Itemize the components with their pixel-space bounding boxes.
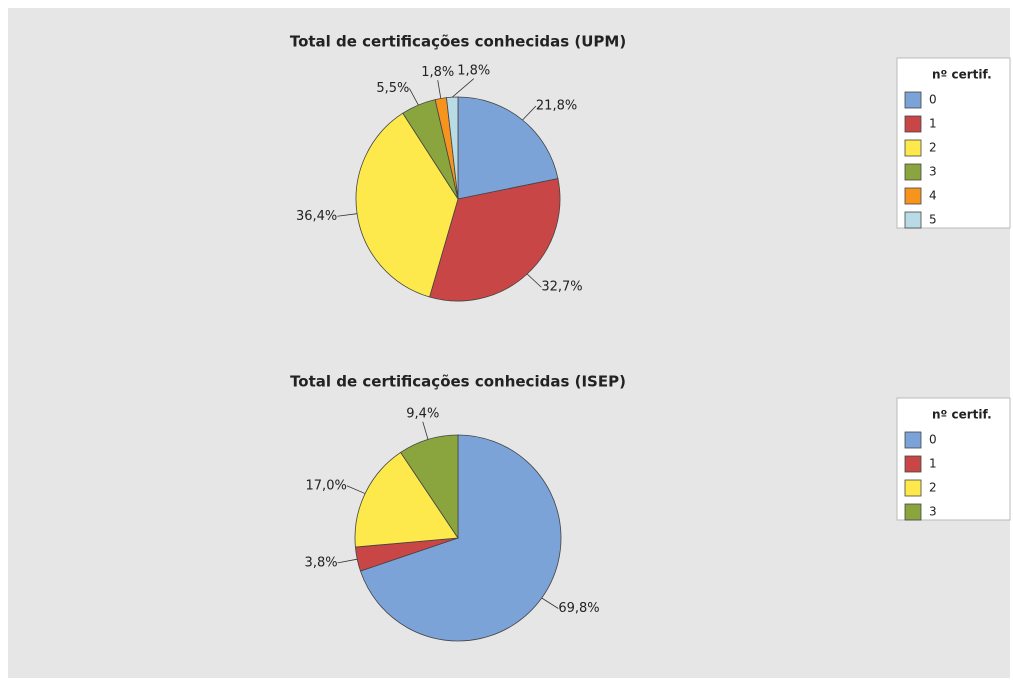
leader-line xyxy=(409,88,419,106)
leader-line xyxy=(451,78,475,98)
legend-label: 3 xyxy=(929,165,937,179)
legend-swatch xyxy=(904,91,922,109)
leader-line xyxy=(437,80,442,99)
legend-label: 0 xyxy=(929,433,937,447)
legend-title: nº certif. xyxy=(932,408,992,422)
leader-line xyxy=(422,421,429,440)
data-label: 3,8% xyxy=(305,555,338,570)
legend-swatch xyxy=(904,431,922,449)
legend-swatch xyxy=(904,139,922,157)
data-label: 1,8% xyxy=(457,64,490,79)
legend-label: 2 xyxy=(929,141,937,155)
data-label: 21,8% xyxy=(536,99,577,114)
legend-swatch xyxy=(904,163,922,181)
legend-label: 1 xyxy=(929,117,937,131)
data-label: 36,4% xyxy=(296,209,337,224)
leader-line xyxy=(522,105,537,121)
data-label: 17,0% xyxy=(306,478,347,493)
pie-slice xyxy=(400,434,459,540)
data-label: 9,4% xyxy=(406,407,439,422)
legend-swatch xyxy=(904,211,922,229)
legend-swatch xyxy=(904,455,922,473)
data-label: 69,8% xyxy=(558,601,599,616)
pie-slice xyxy=(354,451,459,548)
legend-swatch xyxy=(904,479,922,497)
pie-slice xyxy=(429,178,561,302)
chart-title: Total de certificações conhecidas (UPM) xyxy=(290,33,626,51)
leader-line xyxy=(346,485,366,494)
legend-swatch xyxy=(904,503,922,521)
legend-label: 2 xyxy=(929,481,937,495)
legend-label: 5 xyxy=(929,213,937,227)
legend-swatch xyxy=(904,187,922,205)
leader-line xyxy=(526,273,542,288)
legend-label: 0 xyxy=(929,93,937,107)
data-label: 32,7% xyxy=(541,280,582,295)
legend-label: 1 xyxy=(929,457,937,471)
chart-title: Total de certificações conhecidas (ISEP) xyxy=(290,373,626,391)
pie-slice xyxy=(355,112,459,298)
legend-label: 3 xyxy=(929,505,937,519)
data-label: 1,8% xyxy=(421,65,454,80)
leader-line xyxy=(337,213,358,217)
legend-title: nº certif. xyxy=(932,68,992,82)
leader-line xyxy=(541,597,559,609)
leader-line xyxy=(337,558,358,564)
legend-label: 4 xyxy=(929,189,937,203)
pie-slice xyxy=(457,96,559,200)
data-label: 5,5% xyxy=(376,81,409,96)
legend-swatch xyxy=(904,115,922,133)
